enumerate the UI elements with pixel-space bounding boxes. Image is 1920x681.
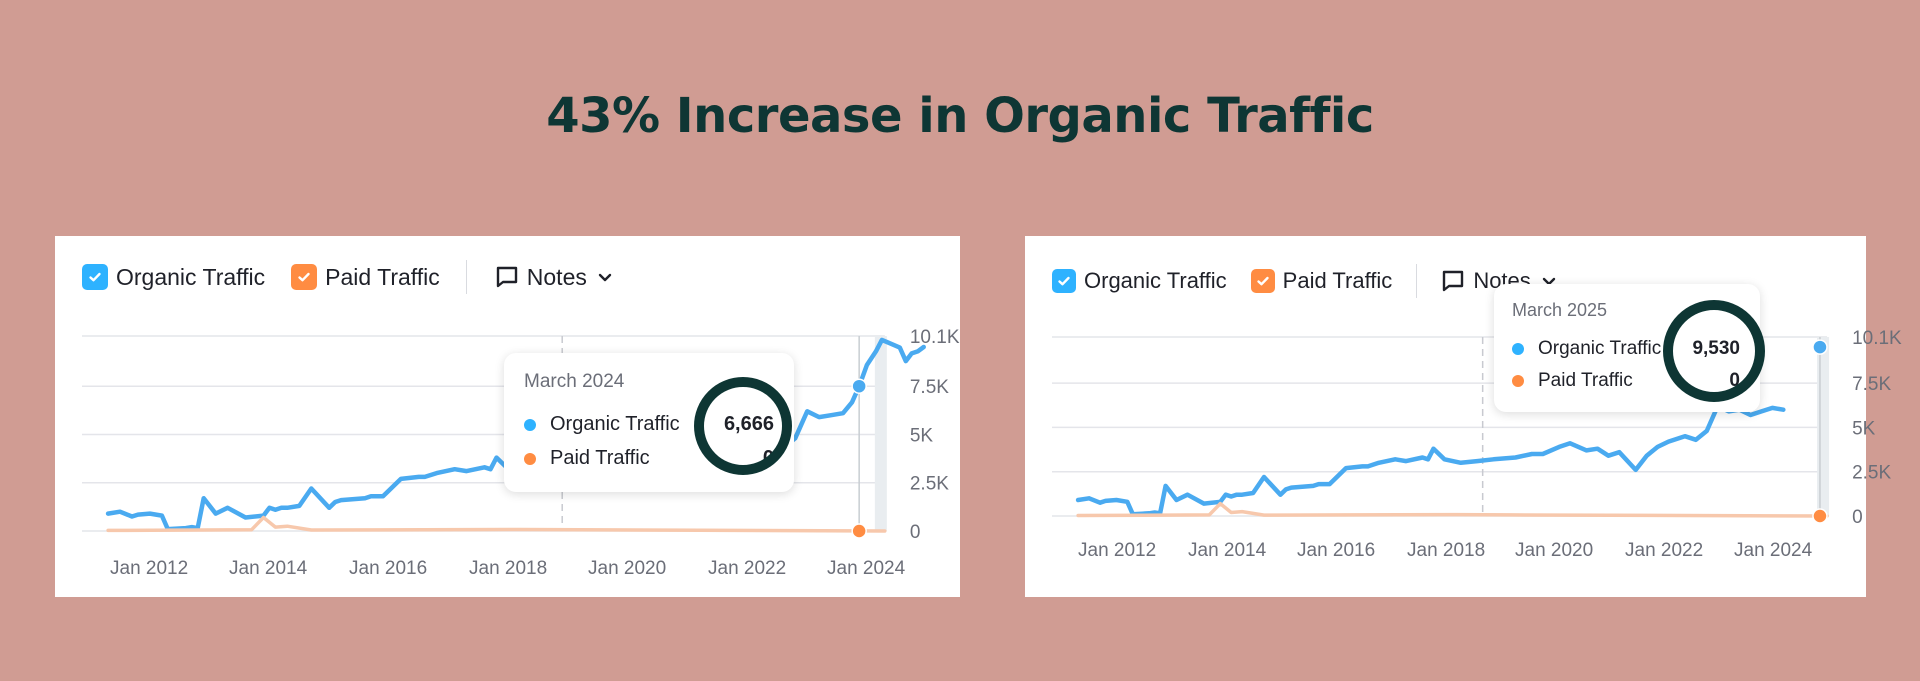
x-tick-label: Jan 2016: [1297, 540, 1375, 561]
y-tick-label: 10.1K: [1852, 328, 1902, 349]
y-tick-label: 7.5K: [910, 377, 949, 398]
x-tick-label: Jan 2016: [349, 558, 427, 579]
x-tick-label: Jan 2012: [110, 558, 188, 579]
checkbox-checked-icon[interactable]: [1250, 269, 1275, 293]
paid-dot-icon: [1512, 375, 1524, 387]
paid-dot-icon: [524, 452, 536, 465]
notes-dropdown[interactable]: Notes: [495, 264, 613, 291]
organic-dot-icon: [524, 418, 536, 431]
traffic-panel-2025: Organic Traffic Paid Traffic Notes 0 2.5K…: [1025, 236, 1902, 597]
traffic-line-chart: 0 2.5K 5K 7.5K 10.1K Jan 2012 Jan 2014 Jan 2016…: [82, 327, 960, 579]
chart-legend: Organic Traffic Paid Traffic Notes: [1052, 264, 1557, 298]
organic-traffic-toggle[interactable]: Organic Traffic: [1052, 268, 1227, 294]
x-tick-label: Jan 2012: [1078, 540, 1156, 561]
chevron-down-icon: [598, 273, 612, 282]
comment-icon: [1443, 270, 1464, 292]
x-tick-label: Jan 2014: [229, 558, 308, 579]
paid-traffic-label: Paid Traffic: [325, 263, 440, 290]
highlight-circle: [1663, 300, 1765, 402]
tooltip-paid-row: Paid Traffic: [1512, 370, 1633, 392]
y-tick-label: 2.5K: [910, 474, 949, 495]
traffic-panel-2024: Organic Traffic Paid Traffic Notes 0 2.5K…: [55, 236, 960, 597]
current-period-band: [1817, 337, 1830, 516]
checkbox-checked-icon[interactable]: [1052, 269, 1076, 293]
y-tick-label: 7.5K: [1852, 374, 1891, 395]
highlight-circle: [694, 377, 792, 475]
organic-traffic-label: Organic Traffic: [1084, 268, 1227, 293]
x-tick-label: Jan 2022: [708, 558, 786, 579]
notes-label: Notes: [526, 263, 587, 290]
x-tick-label: Jan 2018: [469, 558, 547, 579]
tooltip-date: March 2025: [1512, 300, 1608, 320]
paid-traffic-line: [1076, 501, 1829, 518]
headline: 43% Increase in Organic Traffic: [546, 88, 1374, 144]
x-tick-label: Jan 2022: [1625, 540, 1703, 561]
legend-divider: [1416, 264, 1418, 298]
paid-traffic-toggle[interactable]: Paid Traffic: [291, 264, 440, 291]
tooltip-organic-label: Organic Traffic: [1538, 338, 1662, 359]
organic-hover-marker: [1812, 339, 1828, 355]
tooltip-paid-row: Paid Traffic: [524, 447, 650, 470]
y-tick-label: 0: [910, 522, 921, 543]
x-tick-label: Jan 2020: [1515, 540, 1593, 561]
paid-traffic-line: [106, 515, 887, 533]
tooltip-paid-label: Paid Traffic: [550, 447, 650, 469]
organic-traffic-line: [105, 337, 926, 532]
tooltip-date: March 2024: [524, 371, 625, 392]
paid-hover-marker: [1812, 508, 1828, 524]
organic-dot-icon: [1512, 343, 1524, 355]
current-period-band: [874, 336, 887, 531]
organic-traffic-label: Organic Traffic: [116, 263, 266, 290]
organic-hover-marker: [851, 378, 867, 394]
chart-legend: Organic Traffic Paid Traffic Notes: [82, 260, 613, 294]
comment-icon: [496, 266, 517, 288]
paid-traffic-toggle[interactable]: Paid Traffic: [1250, 268, 1393, 294]
tooltip-paid-label: Paid Traffic: [1538, 370, 1633, 391]
traffic-line-chart: 0 2.5K 5K 7.5K 10.1K Jan 2012 Jan 2014 Jan 2016…: [1052, 328, 1902, 561]
organic-traffic-toggle[interactable]: Organic Traffic: [82, 264, 265, 291]
tooltip-organic-row: Organic Traffic: [524, 413, 680, 436]
y-tick-label: 10.1K: [910, 327, 960, 348]
legend-divider: [465, 260, 467, 294]
y-tick-label: 2.5K: [1852, 463, 1891, 484]
x-tick-label: Jan 2024: [1734, 540, 1813, 561]
x-tick-label: Jan 2020: [588, 558, 666, 579]
x-tick-label: Jan 2024: [827, 558, 906, 579]
paid-hover-marker: [851, 523, 867, 539]
organic-traffic-line: [1075, 403, 1786, 517]
checkbox-checked-icon[interactable]: [82, 264, 108, 290]
tooltip-organic-row: Organic Traffic: [1512, 338, 1661, 360]
y-tick-label: 5K: [1852, 418, 1876, 439]
y-tick-label: 5K: [910, 425, 934, 446]
checkbox-checked-icon[interactable]: [291, 264, 318, 290]
y-tick-label: 0: [1852, 507, 1863, 528]
paid-traffic-label: Paid Traffic: [1282, 268, 1393, 293]
tooltip-organic-label: Organic Traffic: [550, 413, 680, 435]
x-tick-label: Jan 2018: [1407, 540, 1485, 561]
x-tick-label: Jan 2014: [1188, 540, 1267, 561]
